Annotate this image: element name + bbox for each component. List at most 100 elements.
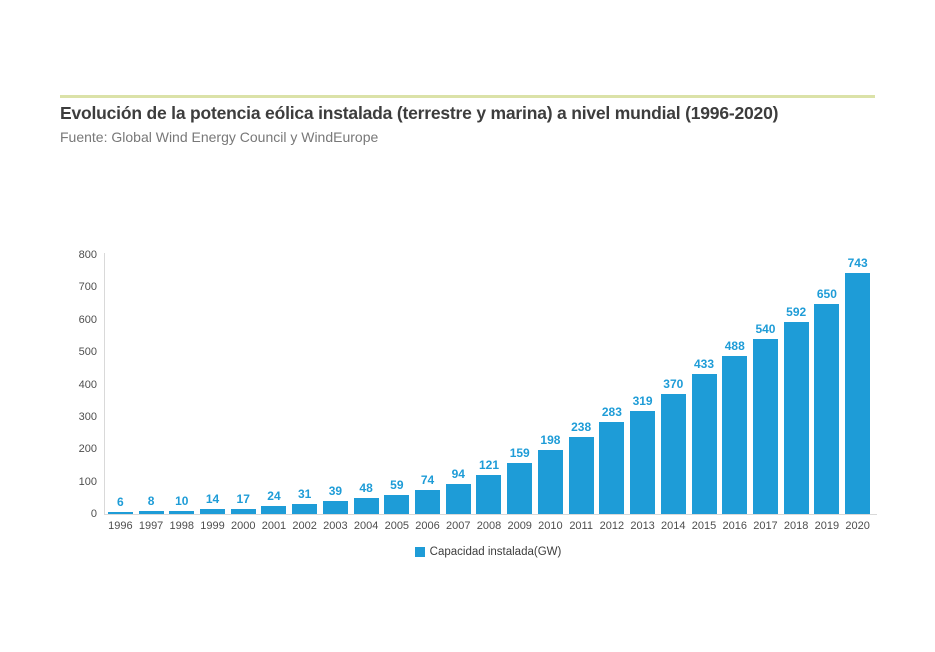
bar-value-label: 74 (420, 473, 435, 488)
header-accent-rule (60, 95, 875, 98)
bar-value-label: 743 (847, 256, 868, 271)
bar-value-label: 319 (632, 393, 653, 408)
x-tick-label: 2014 (661, 520, 686, 532)
bar-column: 39 (320, 255, 351, 514)
x-tick-label: 2007 (446, 520, 471, 532)
bar-value-label: 650 (816, 286, 837, 301)
bar-value-label: 488 (724, 339, 745, 354)
x-tick-label: 2004 (353, 520, 379, 532)
bar (169, 510, 195, 514)
y-tick-label: 400 (78, 378, 97, 391)
x-tick-label: 2020 (845, 520, 870, 532)
bar-value-label: 48 (359, 481, 373, 496)
bar-column: 59 (381, 255, 412, 514)
bar-column: 198 (535, 255, 566, 514)
bar-column: 488 (719, 255, 750, 514)
bar-column: 370 (658, 255, 689, 514)
x-axis-baseline (104, 514, 877, 515)
y-tick-label: 700 (78, 281, 97, 294)
bar-column: 14 (197, 255, 228, 514)
y-tick-label: 200 (78, 443, 97, 456)
bar-value-label: 540 (755, 322, 776, 337)
bar (476, 474, 502, 514)
legend-label: Capacidad instalada(GW) (429, 546, 562, 558)
bar-value-label: 10 (175, 493, 189, 508)
chart-source: Fuente: Global Wind Energy Council y Win… (60, 129, 379, 145)
x-tick-label: 2016 (722, 520, 747, 532)
bars-row: 6 8 10 14 17 24 31 39 48 59 74 94 121 159 198 238 283 319… (105, 255, 873, 514)
x-tick-label: 2005 (384, 520, 410, 532)
bar (200, 509, 226, 514)
bar-column: 24 (259, 255, 290, 514)
x-tick-label: 1999 (200, 520, 225, 532)
bar-column: 592 (781, 255, 812, 514)
bar-column: 743 (842, 255, 873, 514)
bar-value-label: 198 (540, 432, 561, 447)
bar-value-label: 17 (236, 491, 250, 506)
x-tick-label: 1998 (169, 520, 195, 532)
bar-column: 6 (105, 255, 136, 514)
bar (415, 490, 441, 514)
bar (568, 436, 594, 514)
bar (722, 356, 748, 514)
x-axis-labels: 1996 1997 1998 1999 2000 2001 2002 2003 2004 2005… (105, 520, 873, 532)
bar (814, 303, 840, 514)
bar-column: 238 (566, 255, 597, 514)
bar-column: 433 (689, 255, 720, 514)
bar-value-label: 370 (663, 377, 684, 392)
bar-column: 10 (166, 255, 197, 514)
x-tick-label: 1996 (108, 520, 133, 532)
bar (384, 494, 410, 514)
bar (630, 410, 656, 514)
bar (845, 273, 871, 514)
bar (507, 462, 533, 514)
x-tick-label: 2002 (292, 520, 317, 532)
legend-swatch-icon (414, 547, 425, 557)
x-tick-label: 2008 (476, 520, 502, 532)
bar-value-label: 24 (267, 489, 281, 504)
bar (537, 449, 563, 514)
bar-value-label: 121 (478, 457, 499, 472)
bar-column: 8 (136, 255, 167, 514)
x-tick-label: 2018 (783, 520, 809, 532)
x-tick-label: 2009 (507, 520, 532, 532)
bar-value-label: 592 (786, 305, 807, 320)
bar (230, 508, 256, 514)
bar-column: 650 (812, 255, 843, 514)
x-tick-label: 2011 (569, 520, 593, 532)
bar-value-label: 59 (390, 477, 404, 492)
bar (107, 512, 133, 514)
y-tick-label: 600 (78, 313, 97, 326)
bar (752, 339, 778, 514)
bar-column: 48 (351, 255, 382, 514)
x-tick-label: 2006 (415, 520, 440, 532)
bar (445, 483, 471, 514)
bar (660, 394, 686, 514)
bar-column: 74 (412, 255, 443, 514)
x-tick-label: 2010 (538, 520, 563, 532)
bar-column: 159 (504, 255, 535, 514)
y-tick-label: 100 (78, 475, 97, 488)
bar (599, 422, 625, 514)
bar-value-label: 159 (509, 445, 530, 460)
bar-column: 121 (474, 255, 505, 514)
bar-value-label: 8 (147, 494, 155, 509)
bar (322, 501, 348, 514)
y-tick-label: 800 (78, 249, 97, 261)
bar (138, 511, 164, 514)
bar-value-label: 283 (601, 405, 622, 420)
bar-value-label: 6 (117, 495, 124, 510)
bar (292, 503, 318, 514)
bar-value-label: 238 (571, 419, 592, 434)
x-tick-label: 2003 (323, 520, 348, 532)
bar (691, 373, 717, 514)
bar-column: 17 (228, 255, 259, 514)
bar-value-label: 14 (205, 492, 220, 507)
x-tick-label: 2017 (753, 520, 778, 532)
bar-column: 31 (289, 255, 320, 514)
y-axis-line (104, 253, 105, 514)
x-tick-label: 2001 (261, 520, 287, 532)
x-tick-label: 2012 (599, 520, 625, 532)
